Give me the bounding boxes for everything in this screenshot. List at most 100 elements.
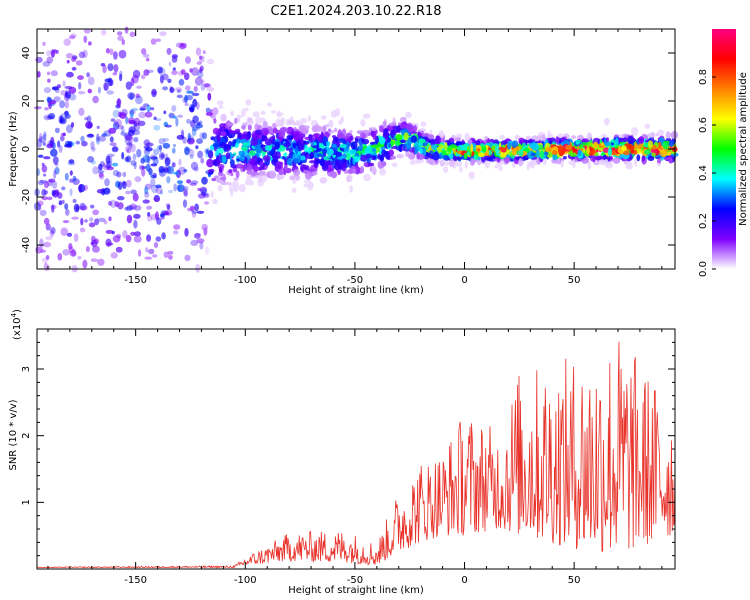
spectrogram-cell [95, 136, 101, 145]
spectrogram-cell [164, 124, 172, 128]
spectrogram-cell [78, 51, 86, 59]
spectrogram-cell [362, 129, 371, 134]
spectrogram-cell [555, 135, 560, 144]
spectrogram-cell [204, 147, 212, 155]
spectrogram-cell [366, 158, 371, 164]
spectrogram-cell [228, 169, 233, 174]
spectrogram-cell [291, 187, 297, 193]
y-tick-label: 3 [21, 366, 32, 372]
spectrogram-cell [109, 136, 114, 143]
spectrogram-cell [484, 160, 490, 169]
spectrogram-cell [252, 111, 260, 118]
spectrogram-cell [59, 117, 67, 125]
spectrogram-cell [335, 151, 343, 157]
spectrogram-cell [235, 163, 244, 169]
spectrogram-cell [603, 117, 610, 126]
spectrogram-cell [586, 146, 590, 155]
spectrogram-cell [129, 203, 137, 210]
spectrogram-cell [66, 232, 73, 237]
spectrogram-cell [650, 149, 659, 153]
spectrogram-cell [213, 175, 219, 179]
spectrogram-cell [357, 145, 364, 152]
spectrogram-cell [337, 170, 341, 175]
colorbar-tick-label: 0.4 [698, 165, 709, 181]
spectrogram-cell [189, 205, 195, 212]
spectrogram-cell [541, 134, 546, 142]
spectrogram-cell [97, 258, 105, 266]
spectrogram-cell [644, 149, 651, 155]
spectrogram-cell [146, 104, 151, 112]
spectrogram-cell [122, 230, 128, 239]
spectrogram-cell [125, 116, 129, 125]
spectrogram-cell [120, 131, 127, 136]
spectrogram-cell [276, 110, 282, 118]
spectrogram-cell [551, 158, 559, 164]
spectrogram-cell [43, 173, 47, 177]
spectrogram-cell [182, 136, 187, 144]
spectrogram-cell [98, 163, 103, 171]
spectrogram-cell [106, 90, 114, 95]
spectrogram-cell [136, 148, 142, 158]
spectrogram-cell [125, 155, 132, 163]
spectrogram-cell [199, 186, 208, 194]
spectrogram-cell [189, 182, 197, 186]
colorbar-tick-label: 0.0 [698, 261, 709, 277]
spectrogram-cell [587, 160, 592, 170]
spectrogram-cell [132, 153, 137, 161]
spectrogram-cell [36, 138, 43, 148]
spectrogram-cell [146, 205, 153, 210]
spectrogram-cell [605, 137, 610, 142]
spectrogram-cell [143, 53, 150, 58]
spectrogram-cell [463, 143, 467, 152]
spectrogram-cell [129, 109, 134, 118]
spectrogram-cell [303, 128, 309, 135]
spectrogram-cell [455, 161, 463, 167]
spectrogram-cell [137, 249, 142, 257]
spectrogram-cell [102, 64, 107, 74]
spectrogram-cell [184, 94, 188, 103]
spectrogram-cell [132, 69, 141, 79]
spectrogram-cell [85, 246, 90, 253]
spectrogram-cell [504, 156, 510, 164]
spectrogram-cell [155, 38, 161, 42]
spectrogram-cell [152, 172, 157, 179]
spectrogram-cell [183, 185, 189, 192]
spectrogram-cell [89, 217, 94, 222]
spectrogram-cell [190, 161, 199, 171]
spectrogram-cell [117, 181, 123, 190]
spectrogram-cell [476, 158, 482, 166]
spectrogram-cell [124, 206, 129, 211]
spectrogram-cell [410, 153, 415, 159]
spectrogram-cell [151, 88, 157, 98]
spectrogram-cell [121, 39, 126, 46]
spectrogram-cell [77, 75, 84, 80]
spectrogram-cell [352, 168, 357, 174]
spectrogram-cell [62, 249, 71, 256]
spectrogram-cell [542, 158, 547, 166]
spectrogram-cell [208, 169, 212, 174]
spectrogram-cell [35, 246, 43, 254]
spectrogram-cell [125, 142, 133, 146]
spectrogram-cell [663, 143, 669, 150]
spectrogram-cell [161, 232, 166, 240]
spectrogram-cell [194, 232, 201, 239]
spectrogram-cell [379, 136, 386, 145]
spectrogram-cell [367, 162, 375, 167]
spectrogram-cell [239, 155, 246, 161]
spectrogram-cell [414, 146, 419, 155]
spectrogram-cell [108, 216, 112, 222]
spectrogram-cell [655, 133, 660, 137]
spectrogram-cell [631, 127, 639, 136]
snr-y-axis-label: SNR (10 * v/v) [8, 399, 19, 470]
spectrogram-cell [114, 119, 123, 127]
spectrogram-cell [64, 172, 69, 181]
spectrogram-cell [66, 124, 73, 134]
spectrogram-cell [207, 149, 214, 159]
spectrogram-cell [144, 155, 150, 163]
spectrogram-cell [151, 184, 159, 194]
spectrogram-x-axis-label: Height of straight line (km) [288, 285, 424, 296]
spectrogram-cell [453, 155, 458, 162]
spectrogram-cell [143, 69, 150, 76]
spectrogram-cell [158, 138, 166, 145]
spectrogram-cell [222, 173, 226, 183]
